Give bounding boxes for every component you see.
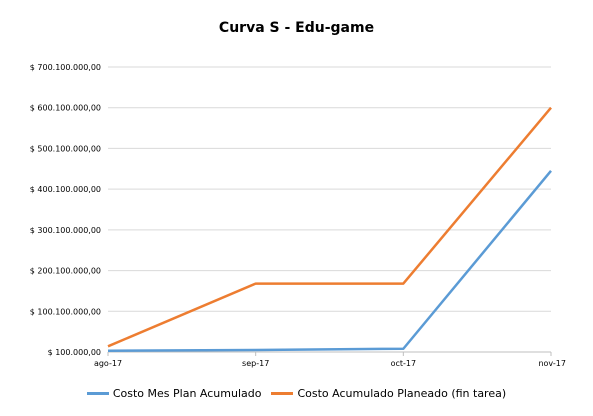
y-tick-label: $ 200.100.000,00 (30, 267, 101, 276)
legend-label: Costo Mes Plan Acumulado (112, 387, 262, 400)
legend: Costo Mes Plan Acumulado Costo Acumulado … (0, 387, 593, 400)
legend-label: Costo Acumulado Planeado (fin tarea) (297, 387, 507, 400)
x-tick-label: ago-17 (94, 359, 122, 368)
y-tick-label: $ 100.100.000,00 (30, 307, 101, 316)
series-line-2 (107, 106, 552, 348)
y-tick-label: $ 300.100.000,00 (30, 226, 101, 235)
y-tick-label: $ 500.100.000,00 (30, 144, 101, 153)
y-tick-label: $ 400.100.000,00 (30, 185, 101, 194)
series-lines (107, 106, 552, 353)
y-tick-label: $ 600.100.000,00 (30, 104, 101, 113)
legend-item-2: Costo Acumulado Planeado (fin tarea) (271, 387, 506, 400)
axes (107, 351, 552, 356)
series-line-1 (107, 170, 552, 353)
y-tick-labels: $ 100.000,00 $ 100.100.000,00 $ 200.100.00… (30, 63, 101, 357)
legend-swatch (271, 392, 294, 395)
y-tick-label: $ 100.000,00 (48, 348, 101, 357)
legend-item-1: Costo Mes Plan Acumulado (86, 387, 262, 400)
gridlines (108, 66, 551, 312)
y-tick-label: $ 700.100.000,00 (30, 63, 101, 72)
x-tick-label: oct-17 (391, 359, 417, 368)
x-tick-labels: ago-17 sep-17 oct-17 nov-17 (94, 359, 566, 368)
x-tick-label: sep-17 (242, 359, 269, 368)
legend-swatch (86, 392, 109, 395)
x-tick-label: nov-17 (538, 359, 566, 368)
chart-title: Curva S - Edu-game (218, 20, 375, 36)
